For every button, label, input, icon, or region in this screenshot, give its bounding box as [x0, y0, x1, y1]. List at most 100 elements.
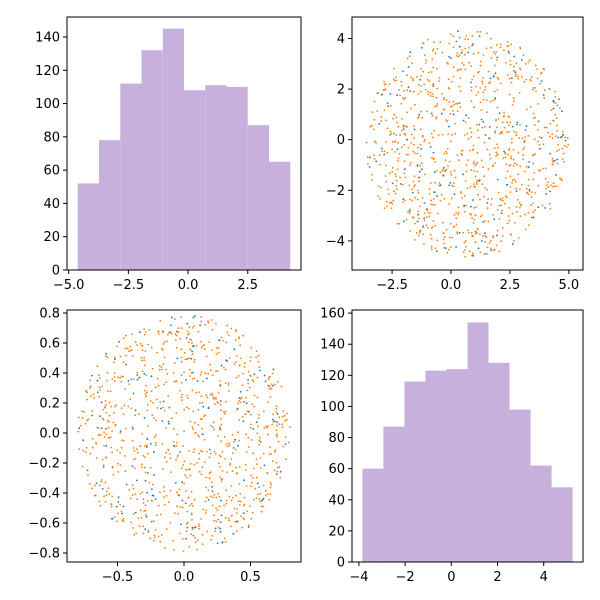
histogram-bar-6 [205, 85, 227, 271]
scatter-point [506, 74, 509, 76]
scatter-point [424, 88, 427, 91]
scatter-point [508, 149, 510, 151]
scatter-point [185, 468, 188, 471]
scatter-point [525, 125, 528, 127]
scatter-point [163, 341, 166, 343]
scatter-point [168, 501, 170, 503]
y-tick-label: 0.8 [39, 307, 60, 322]
scatter-point [106, 419, 109, 422]
scatter-point [430, 112, 433, 115]
scatter-point [272, 384, 274, 387]
scatter-point [260, 510, 263, 513]
scatter-point [124, 388, 127, 390]
scatter-point [528, 224, 530, 227]
scatter-point [412, 125, 415, 127]
scatter-point [391, 171, 394, 173]
scatter-point [173, 318, 176, 320]
scatter-point [117, 471, 120, 473]
scatter-point [489, 81, 492, 84]
scatter-point [511, 212, 514, 215]
scatter-point [527, 178, 530, 181]
scatter-point [456, 69, 459, 72]
scatter-point [391, 202, 394, 205]
scatter-point [102, 466, 105, 468]
scatter-point [397, 157, 400, 160]
scatter-point [167, 333, 169, 336]
scatter-point [482, 195, 485, 198]
scatter-point [477, 71, 479, 74]
scatter-point [201, 450, 204, 453]
scatter-point [185, 537, 187, 540]
scatter-point [403, 160, 406, 163]
scatter-point [149, 443, 152, 445]
scatter-point [118, 341, 120, 343]
scatter-point [210, 471, 212, 474]
scatter-point [417, 234, 420, 237]
scatter-point [380, 115, 383, 118]
scatter-point [532, 88, 534, 91]
scatter-point [99, 484, 101, 487]
scatter-point [411, 199, 414, 202]
scatter-point [122, 413, 125, 415]
scatter-point [166, 373, 169, 375]
scatter-point [186, 526, 189, 529]
scatter-point [528, 161, 531, 163]
scatter-point [183, 371, 185, 374]
scatter-point [399, 176, 401, 179]
scatter-point [457, 206, 460, 209]
y-tick-label: −2 [326, 184, 345, 199]
scatter-point [266, 472, 269, 475]
scatter-point [530, 216, 533, 219]
scatter-point [254, 487, 257, 490]
scatter-point [519, 215, 522, 218]
scatter-point [243, 496, 246, 499]
scatter-point [193, 498, 196, 501]
scatter-point [534, 209, 536, 212]
scatter-point [103, 444, 105, 447]
scatter-point [116, 520, 118, 523]
scatter-point [559, 177, 561, 180]
scatter-point [552, 163, 554, 166]
scatter-point [145, 515, 148, 518]
scatter-point [105, 444, 108, 447]
scatter-point [540, 80, 543, 82]
scatter-point [188, 332, 191, 335]
scatter-point [248, 386, 251, 389]
scatter-point [433, 171, 436, 174]
scatter-point [242, 504, 245, 507]
scatter-point [552, 161, 555, 164]
scatter-point [201, 534, 204, 536]
scatter-point [389, 105, 392, 107]
scatter-point [394, 173, 397, 175]
scatter-point [278, 416, 281, 419]
scatter-point [205, 394, 208, 396]
scatter-point [238, 504, 241, 506]
scatter-point [240, 515, 243, 518]
scatter-point [464, 47, 467, 50]
scatter-point [455, 211, 458, 214]
scatter-point [439, 41, 442, 43]
scatter-point [194, 421, 196, 424]
scatter-point [132, 447, 135, 449]
scatter-point [382, 89, 385, 91]
scatter-point [409, 90, 411, 92]
scatter-point [97, 434, 100, 437]
scatter-point [266, 401, 269, 403]
scatter-point [115, 404, 118, 406]
scatter-point [370, 124, 373, 127]
scatter-point [201, 466, 204, 469]
scatter-point [175, 380, 178, 382]
scatter-point [136, 374, 139, 376]
scatter-point [198, 527, 201, 530]
scatter-point [172, 440, 175, 443]
scatter-point [215, 520, 218, 523]
scatter-point [417, 115, 420, 118]
scatter-point [196, 462, 199, 464]
scatter-point [471, 35, 474, 38]
scatter-point [282, 410, 285, 412]
scatter-point [238, 419, 241, 422]
scatter-point [448, 55, 451, 58]
scatter-point [388, 83, 391, 86]
scatter-point [249, 374, 252, 377]
scatter-point [167, 395, 170, 398]
